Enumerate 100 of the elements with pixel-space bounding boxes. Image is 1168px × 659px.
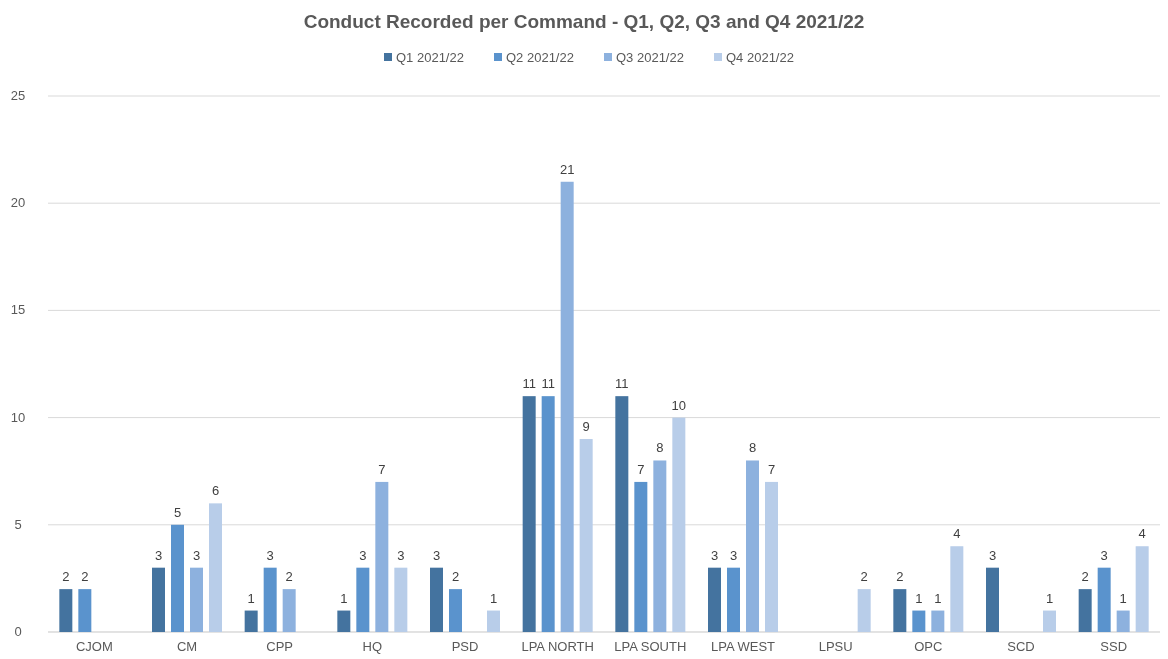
bar (449, 589, 462, 632)
bar (1078, 589, 1092, 632)
legend-label: Q4 2021/22 (726, 50, 794, 65)
data-label: 2 (451, 569, 460, 585)
bar (487, 610, 500, 632)
y-tick-label: 25 (10, 88, 26, 103)
x-tick-label: HQ (362, 639, 383, 654)
bar (986, 567, 999, 632)
bar (394, 567, 408, 632)
data-label: 6 (211, 483, 220, 499)
bar (356, 567, 370, 632)
bar (152, 567, 165, 632)
x-tick-label: LPA WEST (710, 639, 776, 654)
data-label: 3 (1100, 547, 1108, 563)
data-label: 1 (1119, 590, 1127, 606)
bar (912, 610, 926, 632)
y-tick-label: 10 (10, 409, 26, 425)
bar (634, 481, 648, 632)
data-label: 4 (953, 526, 961, 542)
bar (931, 610, 945, 632)
data-label: 7 (378, 461, 386, 477)
bar (78, 589, 92, 632)
data-label: 7 (637, 461, 645, 477)
data-label: 1 (340, 590, 348, 606)
data-label: 10 (671, 397, 687, 413)
bar (244, 610, 258, 632)
data-label: 3 (432, 547, 441, 563)
legend-label: Q1 2021/22 (396, 50, 464, 65)
data-label: 1 (1045, 590, 1054, 606)
bar (857, 589, 871, 632)
data-label: 3 (359, 547, 367, 563)
bar (209, 503, 222, 632)
x-tick-label: LPA SOUTH (614, 639, 687, 654)
bar (541, 396, 555, 632)
bar (615, 396, 629, 632)
bar (430, 567, 443, 632)
data-label: 1 (934, 590, 942, 606)
data-label: 2 (285, 569, 293, 585)
bar (1116, 610, 1130, 632)
data-label: 5 (173, 504, 182, 520)
bar (1043, 610, 1056, 632)
x-tick-label: SSD (1100, 639, 1128, 654)
y-tick-label: 20 (10, 195, 26, 211)
data-label: 3 (710, 547, 719, 563)
data-label: 7 (767, 461, 776, 477)
bar (579, 439, 593, 632)
x-tick-label: CM (176, 639, 198, 654)
data-label: 21 (559, 161, 575, 177)
data-label: 3 (729, 547, 738, 563)
bar (765, 481, 778, 632)
bar (171, 524, 184, 632)
x-tick-label: OPC (914, 639, 943, 654)
x-tick-label: LPA NORTH (521, 639, 594, 654)
data-label: 1 (489, 590, 498, 606)
data-label: 3 (192, 547, 201, 563)
data-label: 3 (988, 547, 997, 563)
y-tick-label: 15 (10, 302, 26, 318)
data-label: 2 (81, 569, 89, 585)
x-tick-label: LPSU (818, 639, 853, 654)
x-tick-label: CJOM (75, 639, 113, 654)
data-label: 3 (266, 547, 274, 563)
bar (746, 460, 759, 632)
bar (560, 181, 574, 632)
data-label: 2 (896, 569, 904, 585)
bar (375, 481, 389, 632)
data-label: 8 (656, 440, 664, 456)
bar (282, 589, 296, 632)
data-label: 11 (522, 376, 536, 392)
bar (893, 589, 907, 632)
data-label: 8 (748, 440, 757, 456)
y-tick-label: 0 (14, 624, 22, 639)
data-label: 3 (154, 547, 163, 563)
data-label: 11 (541, 376, 555, 392)
bar (522, 396, 536, 632)
data-label: 1 (915, 590, 923, 606)
data-label: 9 (582, 419, 590, 435)
bar (653, 460, 667, 632)
data-label: 4 (1138, 526, 1146, 542)
legend-label: Q3 2021/22 (616, 50, 684, 65)
data-label: 2 (860, 569, 868, 585)
data-label: 3 (397, 547, 405, 563)
y-tick-label: 5 (14, 516, 22, 532)
bar (950, 546, 964, 632)
bar (672, 417, 686, 632)
data-label: 1 (247, 590, 255, 606)
x-tick-label: CPP (266, 639, 294, 654)
legend-label: Q2 2021/22 (506, 50, 574, 65)
bar (1097, 567, 1111, 632)
data-label: 2 (62, 569, 70, 585)
x-tick-label: SCD (1007, 639, 1035, 654)
bar (727, 567, 740, 632)
bar (263, 567, 277, 632)
bar (708, 567, 721, 632)
bar (337, 610, 351, 632)
data-label: 11 (615, 376, 629, 392)
bar (1135, 546, 1149, 632)
bar (59, 589, 73, 632)
data-label: 2 (1081, 569, 1089, 585)
x-tick-label: PSD (451, 639, 479, 654)
chart-title: Conduct Recorded per Command - Q1, Q2, Q3 and Q4 2021/22 (303, 11, 865, 32)
